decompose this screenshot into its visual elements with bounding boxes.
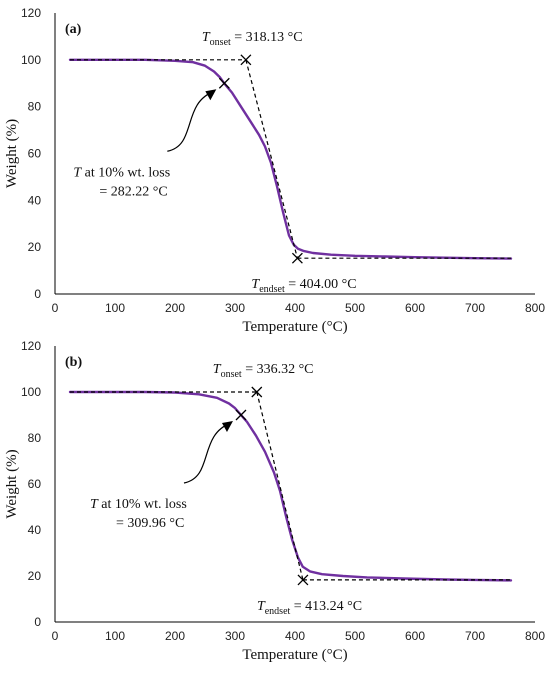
chart-panel-b: 0 100 200 300 400 500 600 700 800 0 20 40 60 80 100 120… xyxy=(4,339,545,663)
wt-loss-arrow xyxy=(183,422,232,484)
x-tick-label: 0 xyxy=(52,629,59,643)
y-tick-label: 80 xyxy=(28,100,42,114)
x-tick-label: 200 xyxy=(165,629,185,643)
chart-panel-a: 0 100 200 300 400 500 600 700 800 0 20 40 60 80 100 120… xyxy=(4,6,545,335)
y-tick-label: 40 xyxy=(28,193,42,207)
y-tick-label: 80 xyxy=(28,431,42,445)
y-axis-label: Weight (%) xyxy=(4,119,20,188)
onset-label: Tonset = 336.32 °C xyxy=(213,362,314,380)
endset-label: Tendset = 404.00 °C xyxy=(251,277,356,295)
y-tick-label: 120 xyxy=(21,6,41,20)
x-tick-label: 200 xyxy=(165,301,185,315)
x-tick-label: 800 xyxy=(525,629,545,643)
y-tick-label: 40 xyxy=(28,523,42,537)
wt-loss-arrow xyxy=(167,90,215,152)
panel-label: (a) xyxy=(65,22,82,37)
wt-loss-marker xyxy=(235,409,247,421)
x-tick-label: 500 xyxy=(345,301,365,315)
x-tick-label: 600 xyxy=(405,629,425,643)
endset-marker xyxy=(297,574,309,586)
x-axis-label: Temperature (°C) xyxy=(242,319,347,335)
x-tick-label: 700 xyxy=(465,629,485,643)
x-tick-label: 600 xyxy=(405,301,425,315)
onset-marker xyxy=(240,54,252,66)
y-tick-label: 120 xyxy=(21,339,41,353)
onset-marker xyxy=(251,386,263,398)
y-tick-label: 100 xyxy=(21,53,41,67)
wt-loss-label-line2: = 282.22 °C xyxy=(99,184,167,199)
wt-loss-label-line2: = 309.96 °C xyxy=(116,516,184,531)
endset-marker xyxy=(291,252,303,264)
endset-label: Tendset = 413.24 °C xyxy=(257,599,362,617)
wt-loss-label-line1: T at 10% wt. loss xyxy=(73,165,170,180)
y-tick-label: 0 xyxy=(34,287,41,301)
wt-loss-marker xyxy=(218,77,230,89)
y-tick-label: 20 xyxy=(28,240,42,254)
y-tick-label: 60 xyxy=(28,477,42,491)
y-axis-label: Weight (%) xyxy=(4,449,20,518)
wt-loss-arrowhead xyxy=(221,421,233,432)
y-tick-label: 20 xyxy=(28,569,42,583)
y-tick-label: 100 xyxy=(21,385,41,399)
x-tick-label: 0 xyxy=(52,301,59,315)
tangent-dashed xyxy=(245,59,298,259)
tga-curve xyxy=(68,390,513,582)
onset-label: Tonset = 318.13 °C xyxy=(202,30,303,48)
x-tick-label: 500 xyxy=(345,629,365,643)
x-tick-label: 300 xyxy=(225,629,245,643)
x-tick-label: 100 xyxy=(105,301,125,315)
x-axis-label: Temperature (°C) xyxy=(242,647,347,663)
x-tick-label: 700 xyxy=(465,301,485,315)
panel-label: (b) xyxy=(65,355,82,370)
tangent-dashed xyxy=(256,391,304,581)
x-tick-label: 100 xyxy=(105,629,125,643)
x-tick-label: 400 xyxy=(285,301,305,315)
x-tick-label: 300 xyxy=(225,301,245,315)
x-tick-label: 400 xyxy=(285,629,305,643)
wt-loss-label-line1: T at 10% wt. loss xyxy=(90,497,187,512)
x-tick-label: 800 xyxy=(525,301,545,315)
y-tick-label: 60 xyxy=(28,147,42,161)
wt-loss-arrowhead xyxy=(205,89,217,101)
tga-curve xyxy=(68,58,513,260)
y-tick-label: 0 xyxy=(34,615,41,629)
